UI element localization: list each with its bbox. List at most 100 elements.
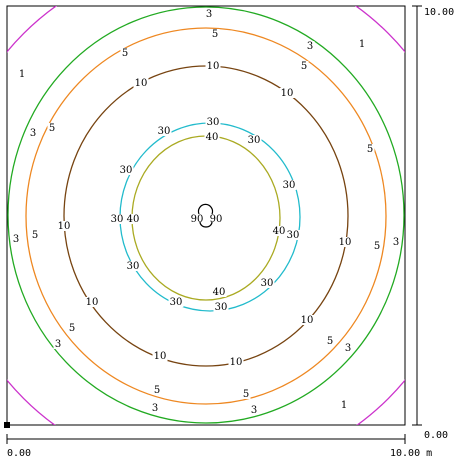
plot-frame bbox=[6, 5, 406, 426]
contour-label-10: 10 bbox=[301, 315, 314, 326]
contour-label-bg bbox=[133, 78, 149, 88]
contour-label-5: 5 bbox=[327, 336, 333, 347]
contour-label-3: 3 bbox=[345, 343, 351, 354]
contour-label-10: 10 bbox=[281, 88, 294, 99]
contour-line-3 bbox=[7, 6, 405, 424]
contour-label-1: 1 bbox=[359, 39, 365, 50]
contour-label-40: 40 bbox=[273, 226, 286, 237]
contour-label-30: 30 bbox=[215, 302, 228, 313]
contour-label-bg bbox=[299, 61, 309, 71]
center-label: 90 bbox=[191, 214, 204, 225]
contour-label-bg bbox=[391, 237, 401, 247]
contour-label-bg bbox=[11, 234, 21, 244]
contour-label-5: 5 bbox=[374, 241, 380, 252]
contour-label-bg bbox=[259, 278, 275, 288]
contour-label-5: 5 bbox=[212, 29, 218, 40]
contour-label-bg bbox=[204, 9, 214, 19]
contour-label-bg bbox=[249, 405, 259, 415]
contour-label-bg bbox=[125, 261, 141, 271]
contour-label-bg bbox=[337, 237, 353, 247]
contour-label-3: 3 bbox=[251, 405, 257, 416]
contour-label-bg bbox=[241, 389, 251, 399]
contour-label-bg bbox=[56, 221, 72, 231]
contour-label-bg bbox=[339, 400, 349, 410]
contour-label-5: 5 bbox=[154, 385, 160, 396]
contour-label-bg bbox=[28, 128, 38, 138]
contour-label-bg bbox=[210, 29, 220, 39]
contour-label-bg bbox=[109, 214, 125, 224]
contour-label-bg bbox=[285, 230, 301, 240]
contour-label-bg bbox=[152, 351, 168, 361]
contour-label-40: 40 bbox=[127, 214, 140, 225]
contour-label-10: 10 bbox=[135, 78, 148, 89]
contour-label-bg bbox=[343, 343, 353, 353]
contour-label-bg bbox=[67, 323, 77, 333]
contour-label-bg bbox=[150, 403, 160, 413]
contour-label-bg bbox=[204, 132, 220, 142]
contour-label-bg bbox=[47, 123, 57, 133]
contour-label-3: 3 bbox=[393, 237, 399, 248]
contour-label-30: 30 bbox=[207, 117, 220, 128]
contour-label-bg bbox=[246, 135, 262, 145]
contour-label-10: 10 bbox=[339, 237, 352, 248]
contour-label-bg bbox=[205, 61, 221, 71]
contour-label-30: 30 bbox=[261, 278, 274, 289]
contour-label-bg bbox=[120, 48, 130, 58]
y-scale-top-label: 10.00 bbox=[424, 7, 454, 18]
contour-label-1: 1 bbox=[19, 69, 25, 80]
contour-label-3: 3 bbox=[307, 41, 313, 52]
x-scale-start-label: 0.00 bbox=[7, 448, 31, 459]
contour-label-bg bbox=[211, 287, 227, 297]
contour-label-5: 5 bbox=[367, 144, 373, 155]
contour-label-30: 30 bbox=[248, 135, 261, 146]
x-scale-end-label: 10.00 m bbox=[390, 448, 432, 459]
contour-label-30: 30 bbox=[120, 165, 133, 176]
contour-label-5: 5 bbox=[243, 389, 249, 400]
contour-label-5: 5 bbox=[122, 48, 128, 59]
contour-line-5 bbox=[25, 27, 387, 405]
contour-label-3: 3 bbox=[13, 234, 19, 245]
contour-label-30: 30 bbox=[158, 126, 171, 137]
contour-label-30: 30 bbox=[111, 214, 124, 225]
contour-label-bg bbox=[213, 302, 229, 312]
contour-line-40 bbox=[131, 135, 281, 301]
contour-label-bg bbox=[125, 214, 141, 224]
contour-label-bg bbox=[228, 357, 244, 367]
contour-label-5: 5 bbox=[32, 230, 38, 241]
contour-label-3: 3 bbox=[152, 403, 158, 414]
contour-label-bg bbox=[279, 88, 295, 98]
contour-label-30: 30 bbox=[127, 261, 140, 272]
contour-label-bg bbox=[271, 226, 287, 236]
contour-label-10: 10 bbox=[58, 221, 71, 232]
contour-label-5: 5 bbox=[301, 61, 307, 72]
contour-label-10: 10 bbox=[86, 297, 99, 308]
contour-label-bg bbox=[281, 180, 297, 190]
contour-label-40: 40 bbox=[213, 287, 226, 298]
contour-label-bg bbox=[168, 297, 184, 307]
contour-label-bg bbox=[156, 126, 172, 136]
contour-line-90 bbox=[197, 203, 214, 228]
contour-label-bg bbox=[152, 385, 162, 395]
contour-label-10: 10 bbox=[230, 357, 243, 368]
contour-label-1: 1 bbox=[341, 400, 347, 411]
contour-label-bg bbox=[365, 144, 375, 154]
contour-label-30: 30 bbox=[170, 297, 183, 308]
contour-label-bg bbox=[84, 297, 100, 307]
contour-label-bg bbox=[357, 39, 367, 49]
origin-marker bbox=[4, 422, 10, 428]
contour-label-3: 3 bbox=[30, 128, 36, 139]
contour-label-10: 10 bbox=[207, 61, 220, 72]
contour-label-30: 30 bbox=[287, 230, 300, 241]
contour-label-bg bbox=[205, 117, 221, 127]
contour-label-bg bbox=[30, 230, 40, 240]
contour-label-3: 3 bbox=[206, 9, 212, 20]
contour-label-5: 5 bbox=[69, 323, 75, 334]
contour-label-bg bbox=[299, 315, 315, 325]
contour-label-5: 5 bbox=[49, 123, 55, 134]
contour-label-bg bbox=[118, 165, 134, 175]
contour-label-bg bbox=[17, 69, 27, 79]
contour-label-30: 30 bbox=[283, 180, 296, 191]
y-scale-bottom-label: 0.00 bbox=[424, 430, 448, 441]
